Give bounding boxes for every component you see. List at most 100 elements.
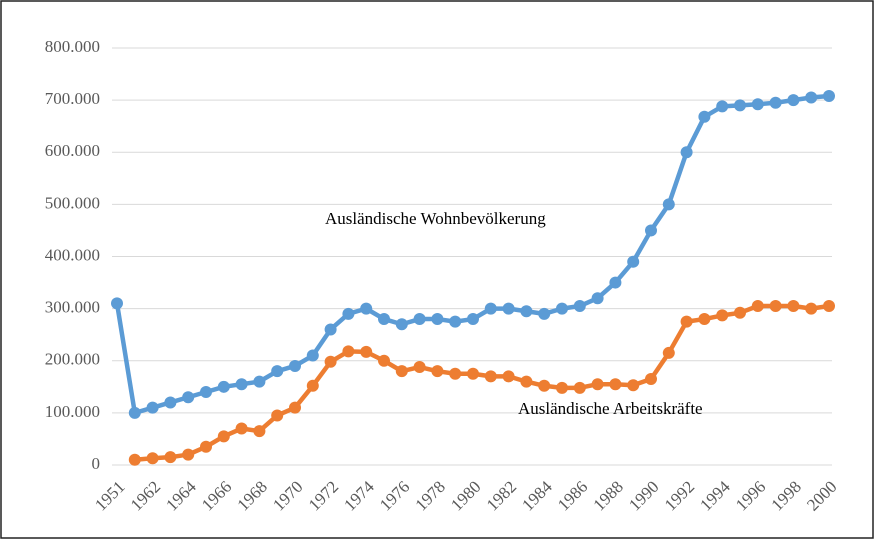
data-point: [716, 100, 729, 113]
data-point: [449, 315, 462, 328]
x-tick-label: 1974: [340, 477, 378, 515]
data-point: [271, 409, 284, 422]
y-tick-label: 600.000: [45, 141, 100, 160]
x-tick-label: 1996: [732, 477, 769, 514]
data-point: [823, 300, 835, 313]
data-point: [271, 365, 284, 378]
data-point: [751, 300, 764, 313]
data-point: [431, 313, 444, 326]
x-tick-label: 1982: [483, 477, 520, 514]
series-line: [134, 303, 830, 463]
data-point: [289, 401, 301, 414]
x-tick-label: 1994: [696, 477, 734, 515]
data-point: [769, 300, 782, 313]
data-point: [128, 453, 141, 466]
y-tick-label: 300.000: [45, 298, 100, 317]
data-point: [146, 401, 159, 414]
data-point: [520, 305, 533, 318]
data-point: [395, 365, 408, 378]
data-point: [805, 302, 818, 315]
data-point: [556, 381, 568, 394]
data-point: [306, 379, 319, 392]
data-point: [698, 313, 711, 326]
x-tick-label: 1988: [590, 477, 627, 514]
data-point: [395, 318, 408, 331]
data-point: [787, 300, 800, 313]
data-point: [253, 375, 266, 388]
x-tick-label: 1972: [305, 477, 342, 514]
y-tick-label: 700.000: [45, 89, 100, 108]
data-point: [734, 99, 746, 112]
data-point: [449, 367, 462, 380]
data-point: [645, 224, 657, 237]
data-point: [235, 422, 248, 435]
series-label: Ausländische Arbeitskräfte: [518, 399, 703, 418]
data-point: [769, 96, 782, 109]
data-point: [787, 94, 800, 107]
data-point: [698, 110, 711, 123]
y-tick-label: 400.000: [45, 245, 100, 264]
data-point: [164, 396, 177, 409]
data-point: [253, 425, 266, 438]
data-point: [360, 302, 373, 315]
data-point: [360, 345, 373, 358]
data-point: [467, 313, 479, 326]
x-tick-label: 1984: [518, 477, 556, 515]
data-point: [591, 292, 604, 305]
x-tick-label: 1986: [554, 477, 591, 514]
data-point: [556, 302, 568, 315]
data-point: [680, 315, 693, 328]
data-point: [734, 306, 746, 319]
data-point: [378, 313, 390, 326]
data-point: [484, 302, 497, 315]
x-tick-label: 1978: [412, 477, 449, 514]
x-tick-label: 1968: [234, 477, 271, 514]
data-point: [751, 98, 764, 111]
x-tick-label: 1976: [376, 477, 413, 514]
data-point: [217, 430, 230, 443]
data-point: [645, 372, 657, 385]
data-point: [662, 198, 675, 211]
data-point: [342, 307, 355, 320]
data-point: [823, 89, 835, 102]
x-tick-label: 1951: [91, 477, 128, 514]
data-point: [200, 440, 212, 453]
data-point: [431, 365, 444, 378]
data-point: [324, 323, 337, 336]
y-tick-label: 0: [92, 454, 101, 473]
data-point: [182, 448, 195, 461]
y-tick-label: 100.000: [45, 402, 100, 421]
data-point: [324, 355, 337, 368]
data-point: [484, 370, 497, 383]
y-tick-label: 500.000: [45, 193, 100, 212]
x-tick-label: 1980: [447, 477, 484, 514]
x-tick-label: 1964: [162, 477, 200, 515]
data-point: [627, 379, 640, 392]
x-tick-label: 1990: [625, 477, 662, 514]
data-point: [217, 380, 230, 393]
data-point: [146, 452, 159, 465]
data-point: [306, 349, 319, 362]
x-tick-label: 1998: [768, 477, 805, 514]
data-point: [680, 146, 693, 159]
data-point: [111, 297, 123, 310]
data-point: [609, 378, 622, 391]
x-tick-label: 1962: [127, 477, 164, 514]
data-point: [502, 302, 515, 315]
data-point: [573, 381, 586, 394]
data-point: [502, 370, 515, 383]
data-point: [182, 391, 195, 404]
data-point: [591, 378, 604, 391]
series-label: Ausländische Wohnbevölkerung: [325, 209, 546, 228]
data-point: [538, 379, 551, 392]
data-point: [609, 276, 622, 289]
y-tick-label: 800.000: [45, 37, 100, 56]
data-point: [573, 300, 586, 313]
data-point: [164, 451, 177, 464]
data-point: [627, 255, 640, 268]
data-point: [342, 345, 355, 358]
data-point: [200, 386, 212, 399]
data-point: [128, 406, 141, 419]
